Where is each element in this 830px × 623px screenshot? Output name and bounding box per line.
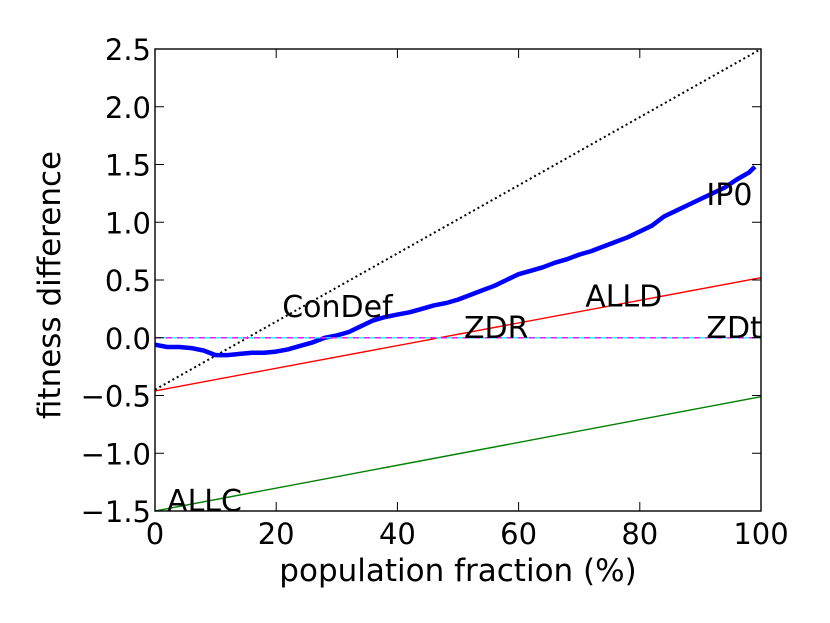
annotation-layer: ALLC ConDef ZDR ALLD ZDt IP0 <box>167 178 762 519</box>
x-tick-label: 100 <box>733 517 788 551</box>
annotation-allc: ALLC <box>167 484 242 519</box>
y-tick-label: 2.5 <box>105 33 151 67</box>
x-axis-label: population fraction (%) <box>279 553 636 589</box>
y-tick-label: −1.0 <box>81 437 151 471</box>
y-tick-label: 1.0 <box>105 206 151 240</box>
series-line-0 <box>154 48 762 391</box>
series-line-3 <box>154 396 762 512</box>
y-tick-label: 0.5 <box>105 264 151 298</box>
annotation-zdr: ZDR <box>464 311 529 346</box>
x-tick-label: 40 <box>379 517 416 551</box>
annotation-zdt: ZDt <box>706 311 762 346</box>
annotation-ip0: IP0 <box>706 178 752 213</box>
annotation-alld: ALLD <box>585 280 662 315</box>
plot-frame <box>154 48 762 512</box>
x-tick-label: 80 <box>621 517 658 551</box>
x-tick-label: 20 <box>258 517 295 551</box>
y-tick-label: −1.5 <box>81 495 151 529</box>
series-line-2 <box>154 277 762 392</box>
tick-layer: 0 20 40 60 80 100 −1.5 −1.0 −0.5 0.0 0.5 1.0 1.5 2.0 2… <box>81 33 789 551</box>
annotation-condef: ConDef <box>282 290 394 325</box>
y-tick-label: 0.0 <box>105 322 151 356</box>
series-layer <box>154 48 762 512</box>
y-tick-label: 2.0 <box>105 91 151 125</box>
y-axis-label: fitness difference <box>32 151 68 419</box>
series-line-1 <box>154 165 757 358</box>
y-tick-label: 1.5 <box>105 149 151 183</box>
x-tick-label: 60 <box>500 517 537 551</box>
x-tick-label: 0 <box>146 517 164 551</box>
y-tick-label: −0.5 <box>81 380 151 414</box>
